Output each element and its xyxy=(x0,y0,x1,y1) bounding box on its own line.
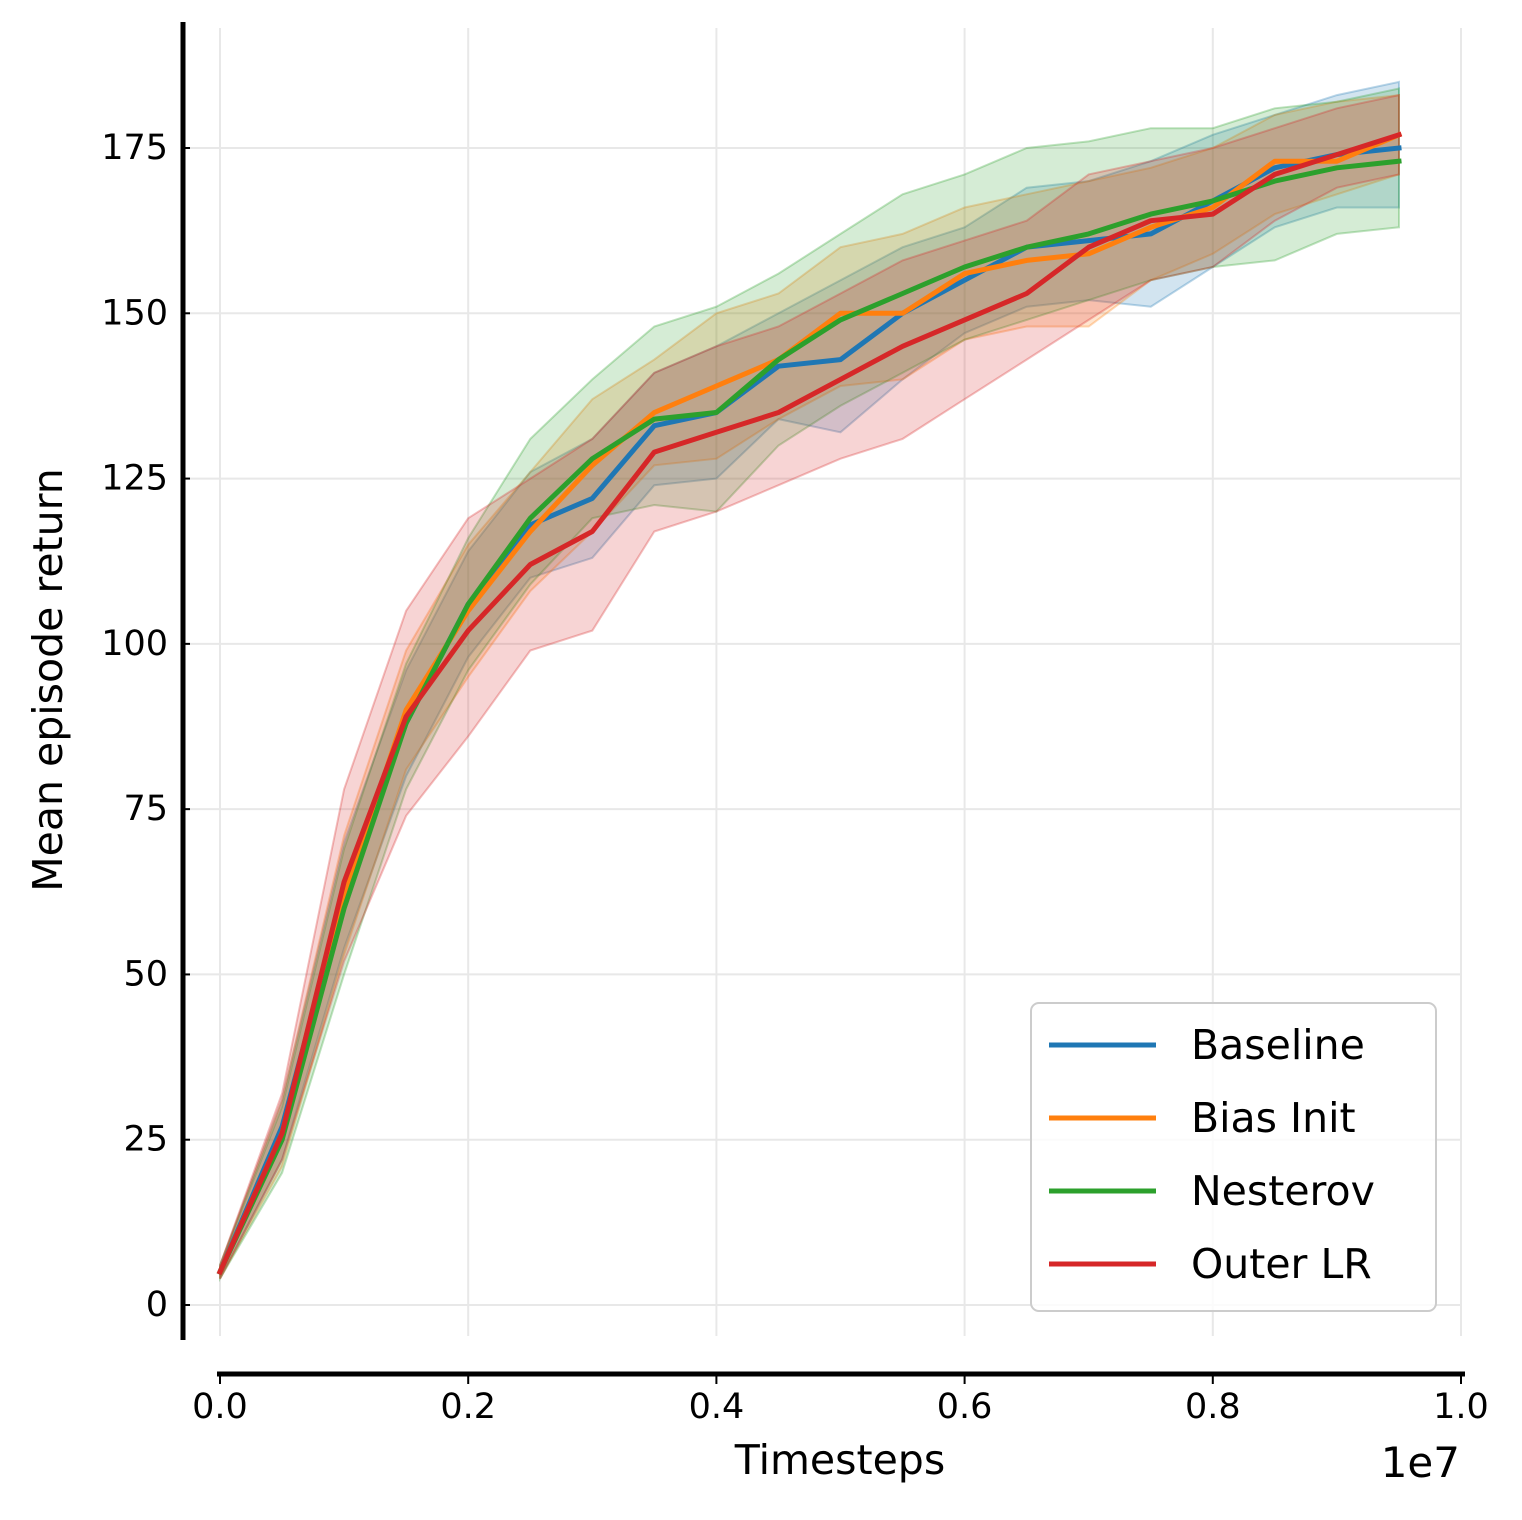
x-tick-label: 0.0 xyxy=(192,1387,248,1427)
line-outer-lr xyxy=(216,131,1403,1276)
y-tick-label: 100 xyxy=(101,624,168,664)
x-tick-label: 0.4 xyxy=(689,1387,745,1427)
legend: Baseline Bias Init Nesterov Outer LR xyxy=(1030,1002,1437,1312)
band-bias-init xyxy=(219,93,1400,1280)
x-axis-label: Timesteps xyxy=(734,1436,945,1484)
legend-box xyxy=(1030,1002,1437,1312)
x-tick-label: 0.6 xyxy=(937,1387,993,1427)
grid xyxy=(190,28,1462,1336)
legend-label: Nesterov xyxy=(1191,1167,1375,1215)
legend-label: Baseline xyxy=(1191,1021,1365,1069)
x-tick-label: 1.0 xyxy=(1433,1387,1489,1427)
y-tick-label: 25 xyxy=(123,1120,168,1160)
x-tick-label: 0.8 xyxy=(1185,1387,1241,1427)
y-tick-label: 175 xyxy=(101,128,168,168)
y-tick-label: 125 xyxy=(101,459,168,499)
confidence-bands xyxy=(219,80,1400,1283)
x-axis-ticks: 0.0 0.2 0.4 0.6 0.8 1.0 xyxy=(192,1374,1489,1427)
y-axis-label: Mean episode return xyxy=(24,468,72,891)
y-tick-label: 150 xyxy=(101,293,168,333)
band-baseline xyxy=(219,80,1400,1280)
legend-label: Outer LR xyxy=(1191,1240,1372,1288)
legend-label: Bias Init xyxy=(1191,1094,1356,1142)
band-outer-lr xyxy=(219,93,1400,1280)
x-tick-label: 0.2 xyxy=(440,1387,496,1427)
y-axis-ticks: 0 25 50 75 100 125 150 175 xyxy=(101,128,190,1325)
y-tick-label: 75 xyxy=(123,789,168,829)
y-tick-label: 50 xyxy=(123,954,168,994)
y-tick-label: 0 xyxy=(146,1285,168,1325)
x-axis-offset-label: 1e7 xyxy=(1381,1438,1460,1487)
series-lines xyxy=(216,131,1403,1276)
line-bias-init xyxy=(216,131,1403,1276)
